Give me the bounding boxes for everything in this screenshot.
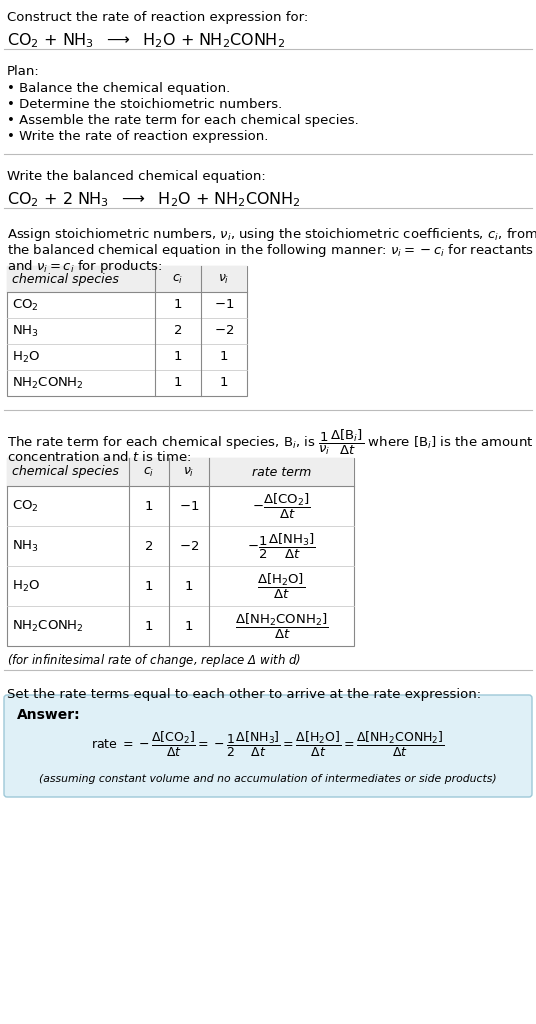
Text: • Balance the chemical equation.: • Balance the chemical equation. — [7, 82, 230, 95]
Text: chemical species: chemical species — [12, 272, 119, 286]
Text: rate $= -\dfrac{\Delta[\mathrm{CO_2}]}{\Delta t} = -\dfrac{1}{2}\dfrac{\Delta[\m: rate $= -\dfrac{\Delta[\mathrm{CO_2}]}{\… — [91, 729, 445, 759]
Text: CO$_2$ + 2 NH$_3$  $\longrightarrow$  H$_2$O + NH$_2$CONH$_2$: CO$_2$ + 2 NH$_3$ $\longrightarrow$ H$_2… — [7, 190, 300, 209]
Text: 1: 1 — [220, 350, 228, 364]
Bar — [7, 266, 247, 396]
Text: 1: 1 — [174, 350, 182, 364]
Text: $c_i$: $c_i$ — [143, 466, 154, 478]
Bar — [7, 266, 247, 292]
Text: CO$_2$ + NH$_3$  $\longrightarrow$  H$_2$O + NH$_2$CONH$_2$: CO$_2$ + NH$_3$ $\longrightarrow$ H$_2$O… — [7, 31, 285, 50]
Text: $\nu_i$: $\nu_i$ — [183, 466, 195, 478]
Text: chemical species: chemical species — [12, 466, 119, 478]
Text: $-1$: $-1$ — [214, 299, 234, 311]
FancyBboxPatch shape — [4, 695, 532, 797]
Text: $-\dfrac{\Delta[\mathrm{CO_2}]}{\Delta t}$: $-\dfrac{\Delta[\mathrm{CO_2}]}{\Delta t… — [252, 492, 311, 520]
Text: 1: 1 — [185, 580, 193, 593]
Text: CO$_2$: CO$_2$ — [12, 499, 39, 514]
Text: • Assemble the rate term for each chemical species.: • Assemble the rate term for each chemic… — [7, 114, 359, 127]
Text: NH$_2$CONH$_2$: NH$_2$CONH$_2$ — [12, 618, 84, 634]
Text: $\dfrac{\Delta[\mathrm{H_2O}]}{\Delta t}$: $\dfrac{\Delta[\mathrm{H_2O}]}{\Delta t}… — [257, 571, 306, 601]
Text: $\nu_i$: $\nu_i$ — [218, 272, 230, 286]
Text: (assuming constant volume and no accumulation of intermediates or side products): (assuming constant volume and no accumul… — [39, 774, 497, 784]
Bar — [7, 458, 354, 646]
Text: Write the balanced chemical equation:: Write the balanced chemical equation: — [7, 170, 266, 183]
Text: 2: 2 — [174, 325, 182, 338]
Text: $\dfrac{\Delta[\mathrm{NH_2CONH_2}]}{\Delta t}$: $\dfrac{\Delta[\mathrm{NH_2CONH_2}]}{\De… — [235, 611, 328, 641]
Text: (for infinitesimal rate of change, replace Δ with $d$): (for infinitesimal rate of change, repla… — [7, 652, 301, 669]
Text: H$_2$O: H$_2$O — [12, 579, 40, 594]
Text: 1: 1 — [145, 620, 153, 633]
Text: $-1$: $-1$ — [179, 500, 199, 512]
Text: the balanced chemical equation in the following manner: $\nu_i = -c_i$ for react: the balanced chemical equation in the fo… — [7, 242, 534, 259]
Text: Assign stoichiometric numbers, $\nu_i$, using the stoichiometric coefficients, $: Assign stoichiometric numbers, $\nu_i$, … — [7, 226, 536, 243]
Text: H$_2$O: H$_2$O — [12, 349, 40, 365]
Text: • Determine the stoichiometric numbers.: • Determine the stoichiometric numbers. — [7, 98, 282, 111]
Text: Construct the rate of reaction expression for:: Construct the rate of reaction expressio… — [7, 11, 308, 24]
Text: 1: 1 — [174, 299, 182, 311]
Text: 1: 1 — [145, 580, 153, 593]
Text: 1: 1 — [174, 377, 182, 389]
Text: concentration and $t$ is time:: concentration and $t$ is time: — [7, 450, 191, 464]
Text: 2: 2 — [145, 540, 153, 553]
Text: Set the rate terms equal to each other to arrive at the rate expression:: Set the rate terms equal to each other t… — [7, 688, 481, 701]
Text: $c_i$: $c_i$ — [173, 272, 184, 286]
Text: 1: 1 — [145, 500, 153, 512]
Text: NH$_2$CONH$_2$: NH$_2$CONH$_2$ — [12, 376, 84, 390]
Text: 1: 1 — [220, 377, 228, 389]
Text: $-2$: $-2$ — [179, 540, 199, 553]
Text: NH$_3$: NH$_3$ — [12, 539, 39, 554]
Text: $-\dfrac{1}{2}\dfrac{\Delta[\mathrm{NH_3}]}{\Delta t}$: $-\dfrac{1}{2}\dfrac{\Delta[\mathrm{NH_3… — [247, 531, 316, 560]
Text: The rate term for each chemical species, B$_i$, is $\dfrac{1}{\nu_i}\dfrac{\Delt: The rate term for each chemical species,… — [7, 428, 533, 458]
Text: $-2$: $-2$ — [214, 325, 234, 338]
Text: and $\nu_i = c_i$ for products:: and $\nu_i = c_i$ for products: — [7, 258, 162, 275]
Text: • Write the rate of reaction expression.: • Write the rate of reaction expression. — [7, 130, 269, 143]
Text: NH$_3$: NH$_3$ — [12, 324, 39, 339]
Text: rate term: rate term — [252, 466, 311, 478]
Text: CO$_2$: CO$_2$ — [12, 297, 39, 312]
Text: Plan:: Plan: — [7, 65, 40, 78]
Text: 1: 1 — [185, 620, 193, 633]
Bar — [7, 458, 354, 486]
Text: Answer:: Answer: — [17, 708, 80, 722]
